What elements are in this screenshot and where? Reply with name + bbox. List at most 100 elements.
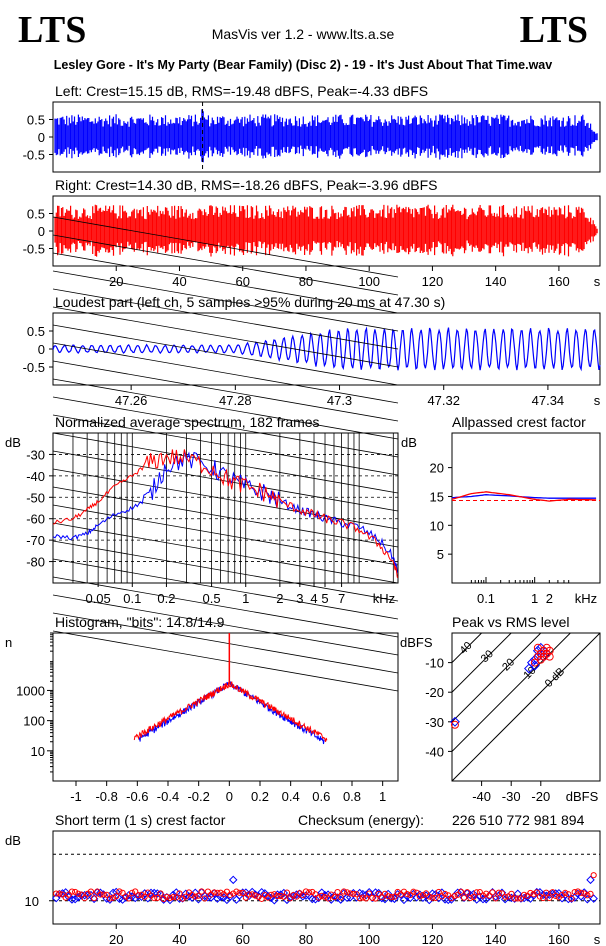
peak-rms-ytick-label: -10 [425, 656, 444, 671]
short-term-crest-point-red [242, 894, 249, 901]
short-term-crest-point-blue [105, 895, 115, 904]
short-term-crest-point-red [574, 888, 581, 895]
short-term-crest-point-blue [513, 889, 523, 899]
short-term-crest-point-red [375, 890, 382, 898]
short-term-crest-point-blue [355, 888, 364, 898]
short-term-crest-point-red [87, 888, 95, 895]
crest-factor-ytick-label: 10 [430, 518, 444, 533]
histogram-xtick-label: -0.2 [187, 789, 209, 804]
short-term-crest-point-red [176, 890, 183, 897]
peak-rms-point-red [533, 643, 542, 652]
left-waveform-ytick-label: 0 [38, 130, 45, 145]
peak-rms-diagonals: 40 30 20 10 0 dB [452, 633, 600, 781]
short-term-crest-point-red [258, 895, 265, 902]
short-term-crest-point-red [483, 890, 490, 897]
short-term-crest-point-blue [412, 893, 421, 902]
short-term-crest-point-red [334, 888, 341, 896]
logo-left: LTS [18, 9, 87, 51]
spectrum-xtick-label: 5 [321, 591, 328, 606]
short-term-crest-point-red [182, 893, 189, 900]
short-term-crest-point-red [141, 893, 148, 900]
short-term-crest-point-red [549, 889, 556, 896]
spectrum-series-0 [52, 450, 398, 573]
short-term-crest-point-red [173, 894, 180, 901]
short-term-crest-point-red [366, 890, 373, 897]
short-term-crest-point-blue [336, 895, 345, 904]
histogram-xtick-label: 0.6 [312, 789, 330, 804]
short-term-crest-point-red [362, 895, 370, 902]
short-term-crest-point-red [302, 888, 310, 895]
left-waveform-ytick-label: 0.5 [27, 113, 45, 128]
short-term-crest-xtick-label: 40 [172, 932, 186, 946]
spectrum-xunit: kHz [373, 591, 395, 606]
short-term-crest-point-red [429, 894, 436, 901]
crest-factor-ylabel: dB [401, 435, 417, 450]
loudest-part-xtick-label: 47.32 [427, 393, 460, 408]
right-waveform-title: Right: Crest=14.30 dB, RMS=-18.26 dBFS, … [55, 177, 437, 193]
short-term-crest-point-red [527, 889, 534, 897]
short-term-crest-point-red [457, 888, 464, 895]
short-term-crest-point-red [201, 895, 208, 902]
loudest-part-xtick-label: 47.3 [327, 393, 352, 408]
short-term-crest-point-red [451, 892, 458, 899]
short-term-crest-point-red [53, 890, 60, 897]
short-term-crest-point-red [337, 894, 344, 901]
short-term-crest-point-red [268, 891, 275, 898]
short-term-crest-point-red [432, 894, 439, 902]
short-term-crest-point-red [160, 895, 167, 902]
short-term-crest-point-red [413, 889, 420, 896]
short-term-crest-point-red [359, 894, 366, 901]
short-term-crest-point-red [404, 890, 411, 898]
short-term-crest-point-blue [61, 888, 70, 897]
short-term-crest-point-red [543, 889, 550, 896]
short-term-crest-point-red [271, 891, 278, 898]
short-term-crest-point-red [239, 889, 246, 896]
spectrum-xtick-label: 0.1 [123, 591, 141, 606]
peak-rms-xunit: dBFS [566, 789, 599, 804]
short-term-crest-point-red [280, 893, 287, 900]
peak-rms-point-blue [532, 651, 543, 662]
short-term-crest-point-blue [181, 889, 191, 898]
short-term-crest-point-red [385, 893, 392, 900]
histogram-ytick-label: 10 [31, 744, 45, 759]
loudest-part-xunit: s [594, 393, 601, 408]
peak-rms-point-red [539, 652, 548, 661]
right-waveform-xtick-label: 160 [548, 274, 570, 289]
short-term-crest-point-red [91, 895, 98, 902]
spectrum-xtick-label: 4 [310, 591, 317, 606]
short-term-crest-point-blue [257, 888, 266, 897]
short-term-crest-point-red [293, 893, 300, 900]
histogram-ytick-label: 1000 [16, 683, 45, 698]
peak-rms-point-red [545, 646, 554, 655]
short-term-crest-point-red [56, 890, 63, 897]
short-term-crest-point-red [568, 895, 575, 902]
short-term-crest-point-red [132, 888, 139, 895]
short-term-crest-point-red [116, 888, 123, 895]
short-term-crest-point-red [521, 891, 528, 898]
short-term-crest-point-blue [402, 892, 412, 901]
short-term-crest-ylabel: dB [5, 833, 21, 848]
spectrum-xtick-label: 0.05 [85, 591, 110, 606]
right-waveform-signal [54, 204, 598, 257]
short-term-crest-point-red [296, 890, 303, 897]
right-waveform-ytick-label: -0.5 [23, 242, 45, 257]
short-term-crest-point-red [536, 893, 544, 900]
peak-rms-point-red [542, 643, 551, 652]
short-term-crest-point-red [350, 890, 357, 898]
peak-rms-xtick-label: -20 [531, 789, 550, 804]
short-term-crest-point-red [546, 894, 553, 902]
right-waveform-xtick-label: 100 [358, 274, 380, 289]
loudest-part-xtick-label: 47.34 [532, 393, 565, 408]
histogram-xtick-label: -0.4 [157, 789, 179, 804]
crest-factor-title: Allpassed crest factor [452, 414, 586, 430]
checksum-label: Checksum (energy): [298, 812, 424, 828]
short-term-crest-point-red [378, 893, 385, 901]
short-term-crest-point-red [489, 889, 496, 896]
short-term-crest-point-red [157, 890, 164, 897]
short-term-crest-point-red [552, 892, 559, 900]
checksum-value: 226 510 772 981 894 [452, 812, 585, 828]
histogram-series-1 [133, 681, 328, 742]
short-term-crest-point-red [103, 891, 110, 898]
spectrum-xtick-label: 3 [296, 591, 303, 606]
